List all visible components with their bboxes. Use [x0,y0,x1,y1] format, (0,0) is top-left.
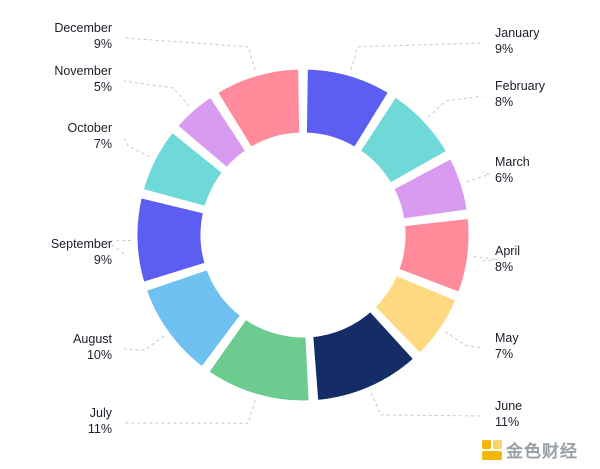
watermark-text: 金色财经 [506,442,578,461]
label-value-may: 7% [495,347,513,361]
leader-line-december [123,37,256,70]
label-month-january: January [495,26,540,40]
slice-september [132,192,210,288]
label-value-january: 9% [495,42,513,56]
label-month-december: December [54,21,112,35]
leader-line-march [466,171,491,183]
label-value-july: 11% [88,422,112,436]
label-month-november: November [54,64,112,78]
slice-october [138,127,228,212]
slice-february [355,91,452,189]
leader-line-october [123,137,150,158]
label-month-october: October [68,121,112,135]
leader-line-july [123,400,256,424]
label-month-march: March [495,155,530,169]
slice-january [301,64,394,153]
label-value-february: 8% [495,95,513,109]
leader-line-september [105,239,132,255]
slice-march [388,153,472,224]
label-value-december: 9% [94,37,112,51]
label-value-june: 11% [495,415,519,429]
jinse-logo-icon [482,439,502,460]
slice-july [203,314,314,406]
label-month-july: July [90,406,113,420]
leader-line-february [428,95,484,118]
label-month-september: September [51,237,112,251]
leader-line-april [473,256,498,262]
chart-slices [132,64,474,406]
label-value-september: 9% [94,253,112,267]
slice-november [172,91,251,173]
label-value-november: 5% [94,80,112,94]
label-month-june: June [495,399,522,413]
label-month-april: April [495,244,520,258]
slice-june [308,306,419,406]
chart-labels: January 9% February 8% March 6% April 8% May 7% Ju… [51,21,546,436]
slice-may [369,270,461,359]
slice-april [393,213,474,298]
label-value-august: 10% [87,348,112,362]
label-month-february: February [495,79,546,93]
label-month-august: August [73,332,112,346]
label-value-april: 8% [495,260,513,274]
slice-august [141,264,246,373]
slice-december [212,64,305,153]
label-month-may: May [495,331,519,345]
leader-line-november [123,80,190,107]
chart-leader-lines [105,37,498,424]
leader-line-may [444,331,484,349]
label-value-march: 6% [495,171,513,185]
watermark: 金色财经 [482,437,578,462]
leader-line-january [350,42,484,70]
leader-line-june [370,392,484,417]
label-value-october: 7% [94,137,112,151]
leader-line-august [123,335,165,351]
